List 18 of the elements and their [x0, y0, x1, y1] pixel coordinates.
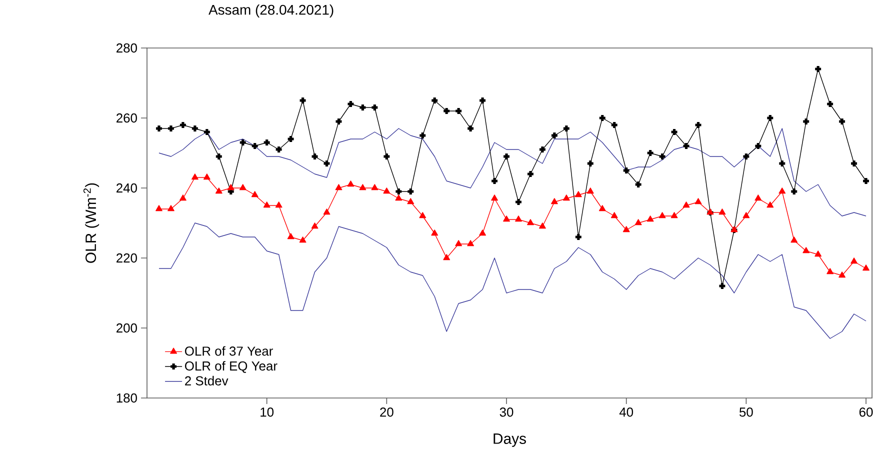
x-tick-label: 30 — [500, 408, 514, 417]
y-axis-title: OLR (Wm$^{-2}$) — [83, 183, 100, 263]
y-tick-label: 220 — [116, 253, 137, 263]
legend-label: OLR of 37 Year — [185, 346, 273, 356]
x-axis-title: Days — [494, 434, 526, 447]
y-tick-label: 260 — [116, 113, 137, 123]
x-tick-label: 10 — [260, 408, 274, 417]
y-tick-label: 240 — [116, 183, 137, 193]
x-tick-label: 40 — [619, 408, 634, 417]
y-tick-label: 180 — [116, 393, 137, 403]
x-tick-label: 50 — [739, 408, 753, 417]
chart-title: Assam (28.04.2021) — [208, 4, 334, 18]
x-tick-label: 60 — [859, 408, 873, 417]
x-tick-label: 20 — [380, 408, 394, 417]
y-tick-label: 280 — [116, 43, 137, 53]
legend-label: OLR of EQ Year — [185, 361, 278, 373]
y-tick-label: 200 — [116, 323, 137, 333]
legend-label: 2 Stdev — [185, 376, 228, 386]
